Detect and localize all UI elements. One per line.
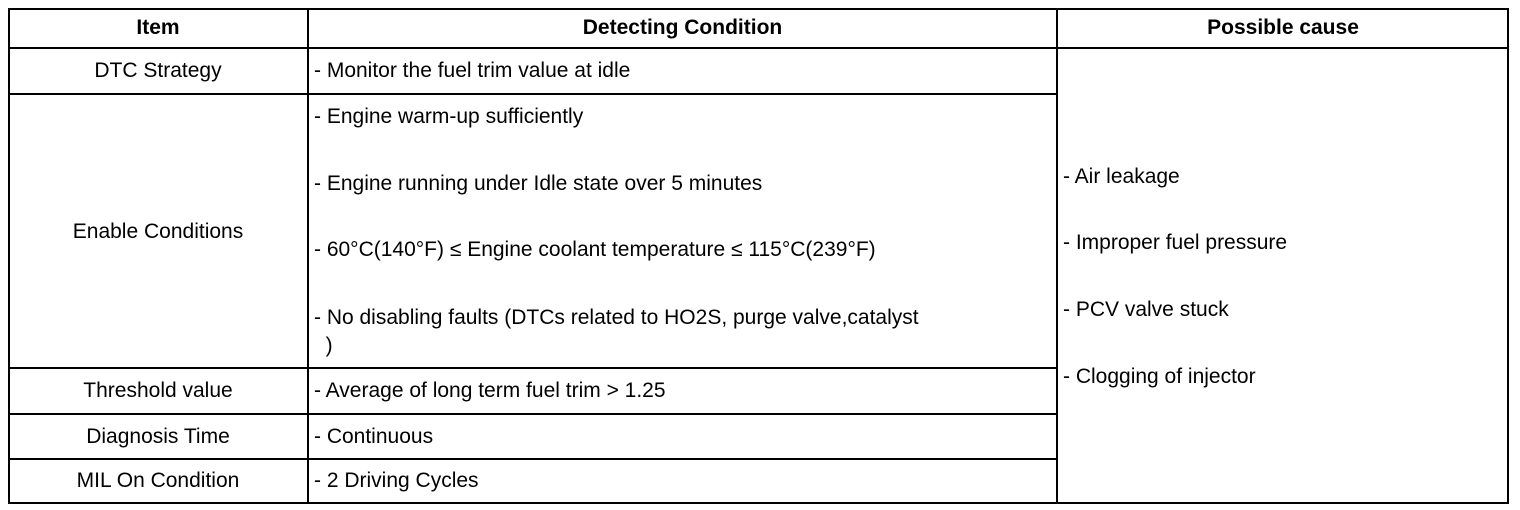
condition-text: - 2 Driving Cycles [314,469,479,492]
condition-text: - 60°C(140°F) ≤ Engine coolant temperatu… [314,238,876,261]
row-divider [8,93,1058,95]
item-diagnosis-time: Diagnosis Time [86,425,230,448]
cause-item: - Improper fuel pressure [1063,231,1288,254]
cause-item: - PCV valve stuck [1063,298,1229,321]
row-divider [8,413,1058,415]
condition-text: - Continuous [314,425,434,448]
condition-text: - Average of long term fuel trim > 1.25 [314,379,666,402]
column-divider [1056,8,1058,502]
header-divider [8,47,1508,49]
item-dtc-strategy: DTC Strategy [94,59,222,82]
condition-text: - Engine running under Idle state over 5… [314,172,763,195]
row-divider [8,458,1058,460]
header-possible-cause: Possible cause [1207,16,1359,39]
condition-text: - Monitor the fuel trim value at idle [314,59,631,82]
item-enable-conditions: Enable Conditions [72,220,244,243]
condition-text: - No disabling faults (DTCs related to H… [314,306,919,329]
item-mil-on-condition: MIL On Condition [76,469,240,492]
row-divider [8,367,1058,369]
dtc-table [8,8,1509,504]
item-threshold-value: Threshold value [83,379,233,402]
header-detecting-condition: Detecting Condition [582,16,783,39]
condition-text: ) [314,334,333,357]
condition-text: - Engine warm-up sufficiently [314,105,584,128]
column-divider [307,8,309,502]
cause-item: - Clogging of injector [1063,365,1256,388]
header-item: Item [136,16,180,39]
cause-item: - Air leakage [1063,165,1180,188]
